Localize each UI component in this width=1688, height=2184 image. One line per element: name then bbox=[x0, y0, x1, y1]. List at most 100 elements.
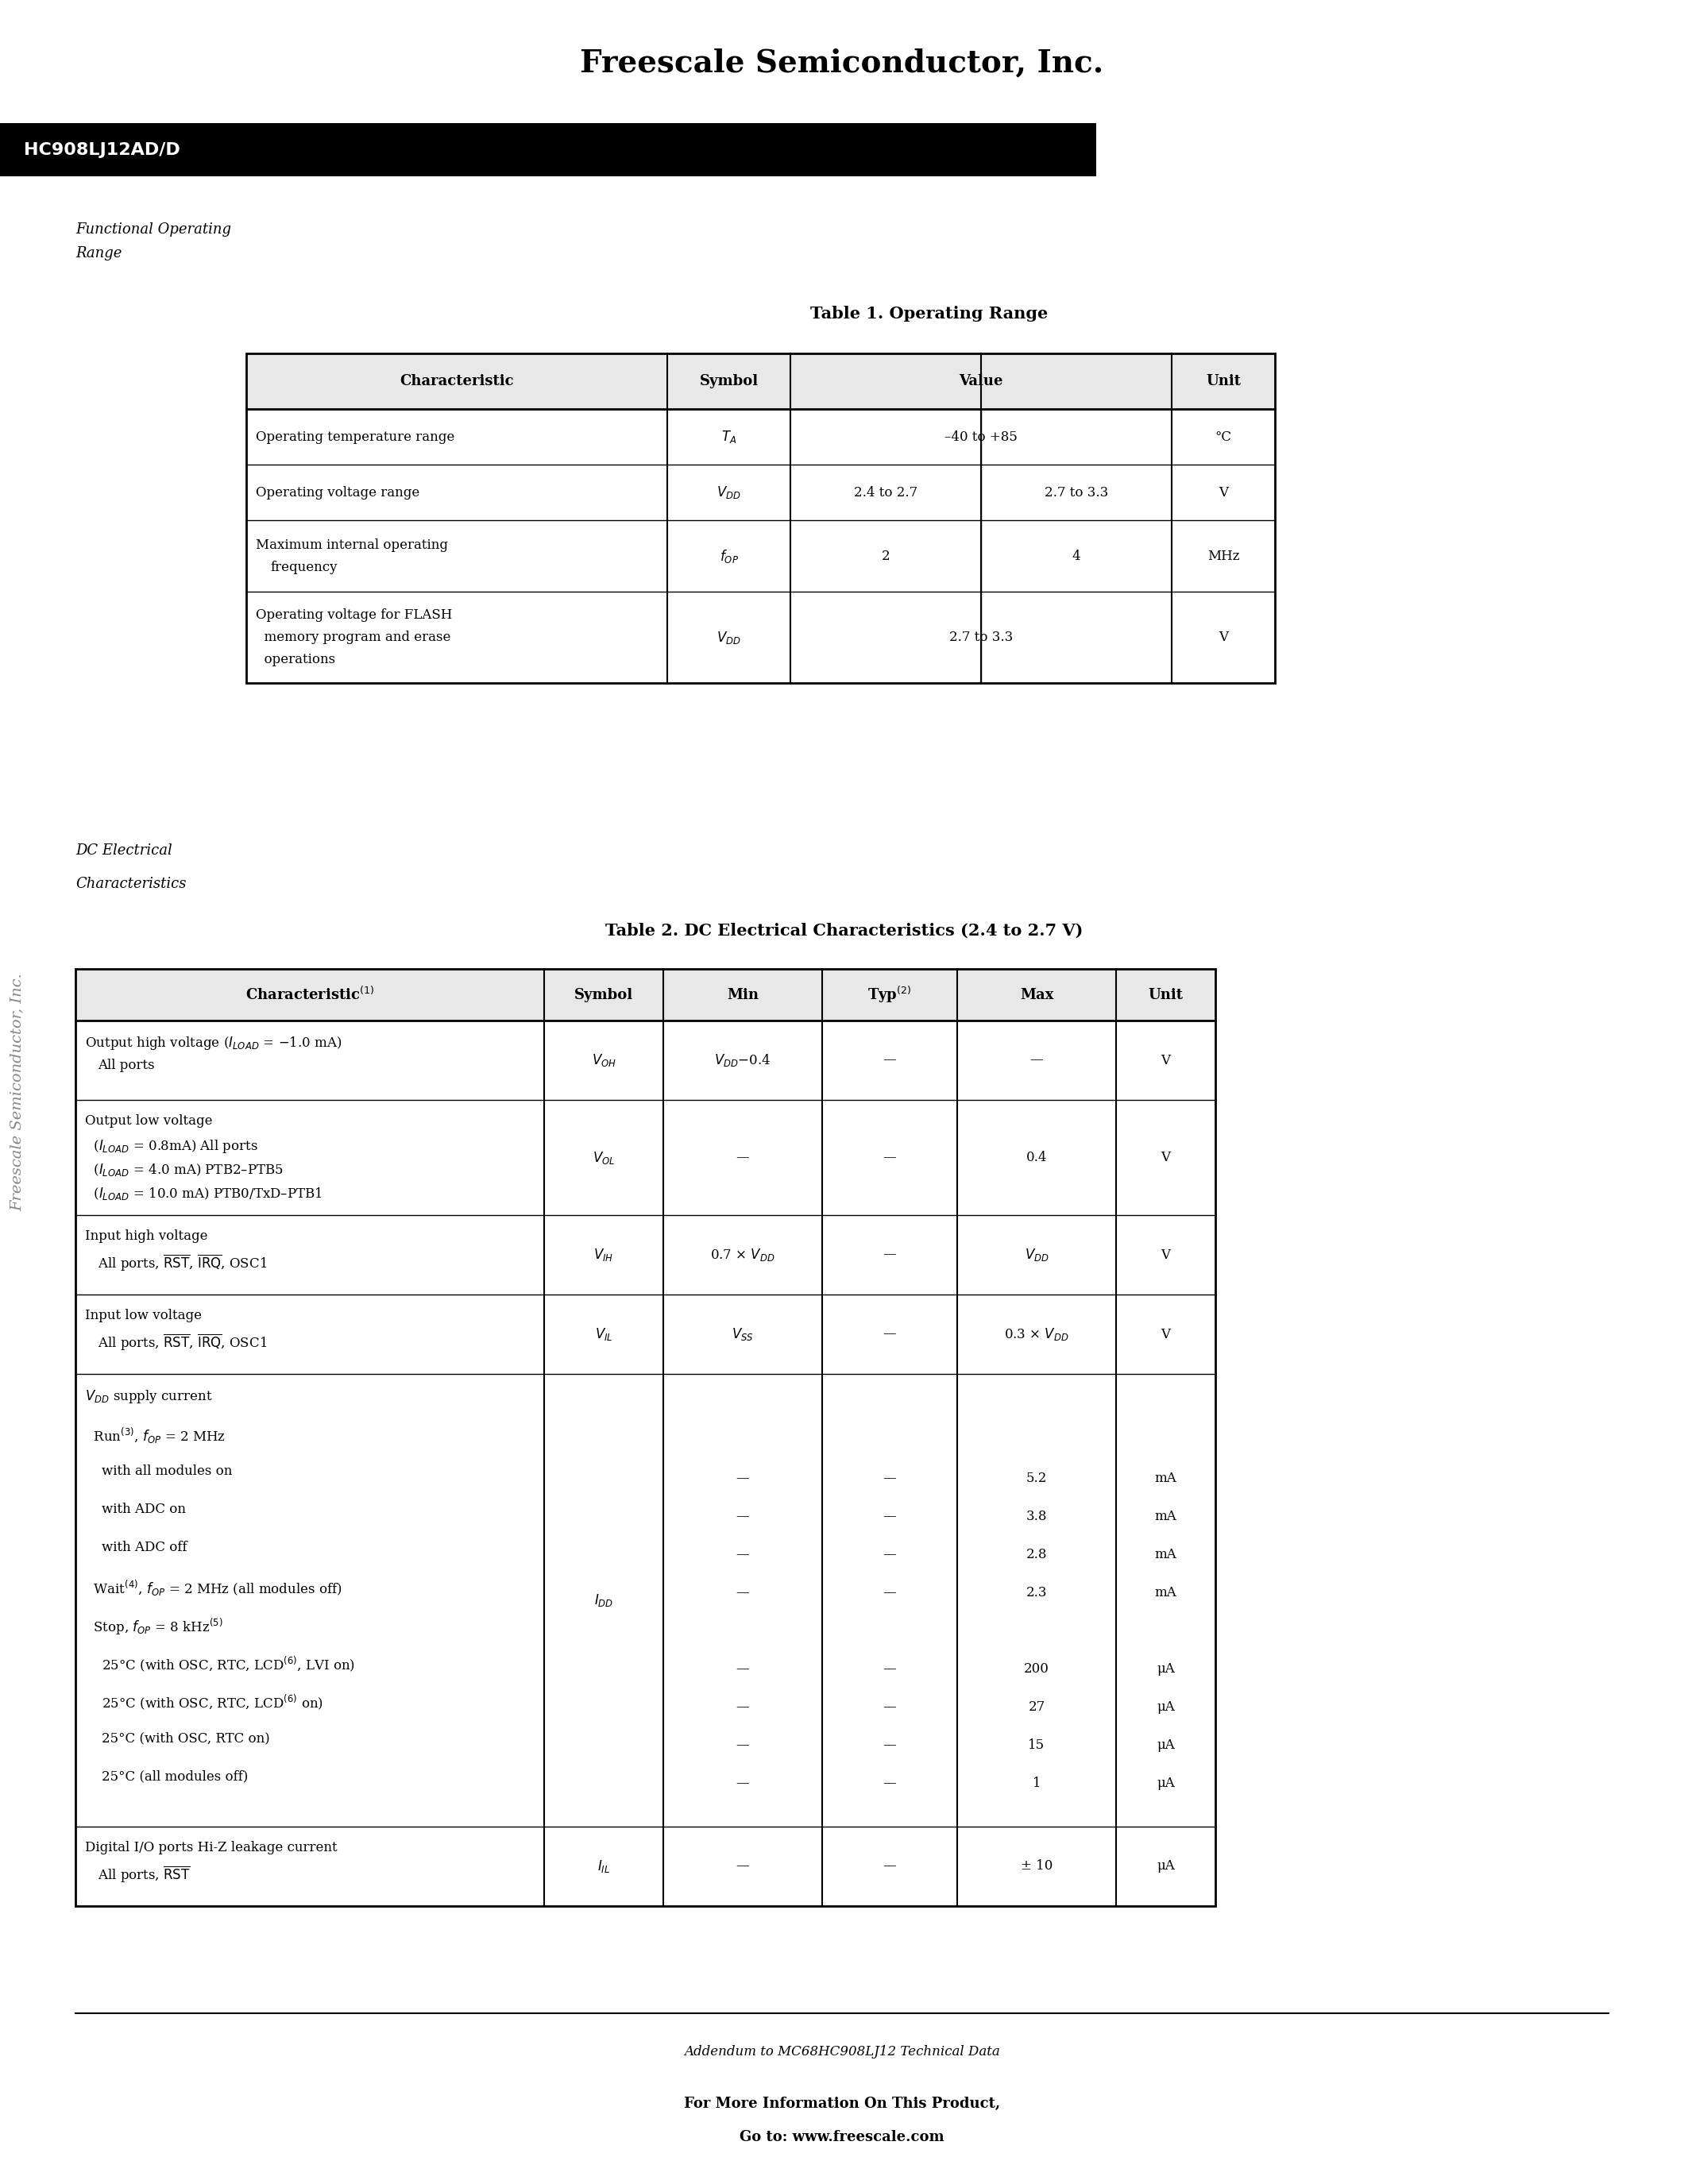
Text: —: — bbox=[883, 1859, 896, 1874]
Text: Symbol: Symbol bbox=[574, 987, 633, 1002]
Text: Typ$^{(2)}$: Typ$^{(2)}$ bbox=[868, 985, 912, 1005]
Text: —: — bbox=[883, 1701, 896, 1714]
Text: ($I_{LOAD}$ = 0.8mA) All ports: ($I_{LOAD}$ = 0.8mA) All ports bbox=[84, 1138, 258, 1155]
Text: with ADC on: with ADC on bbox=[84, 1503, 186, 1516]
Text: $V_{DD}$: $V_{DD}$ bbox=[717, 485, 741, 500]
Text: 1: 1 bbox=[1033, 1778, 1041, 1791]
Text: —: — bbox=[883, 1509, 896, 1524]
Text: 25°C (with OSC, RTC on): 25°C (with OSC, RTC on) bbox=[84, 1732, 270, 1745]
Bar bbox=[246, 354, 1274, 408]
Text: memory program and erase: memory program and erase bbox=[257, 631, 451, 644]
Text: Unit: Unit bbox=[1148, 987, 1183, 1002]
Text: —: — bbox=[736, 1509, 749, 1524]
Text: —: — bbox=[883, 1662, 896, 1675]
Text: Freescale Semiconductor, Inc.: Freescale Semiconductor, Inc. bbox=[10, 974, 25, 1212]
Text: Operating voltage range: Operating voltage range bbox=[257, 485, 420, 500]
Text: Freescale Semiconductor, Inc.: Freescale Semiconductor, Inc. bbox=[581, 48, 1104, 79]
Bar bbox=[246, 354, 1274, 684]
Text: 2.3: 2.3 bbox=[1026, 1586, 1047, 1601]
Text: Maximum internal operating: Maximum internal operating bbox=[257, 537, 447, 553]
Text: Characteristics: Characteristics bbox=[76, 876, 186, 891]
Text: ± 10: ± 10 bbox=[1021, 1859, 1053, 1874]
Text: Operating temperature range: Operating temperature range bbox=[257, 430, 454, 443]
Text: $V_{DD}$: $V_{DD}$ bbox=[1025, 1247, 1048, 1262]
Text: Run$^{(3)}$, $f_{OP}$ = 2 MHz: Run$^{(3)}$, $f_{OP}$ = 2 MHz bbox=[84, 1426, 226, 1446]
Text: μA: μA bbox=[1156, 1662, 1175, 1675]
Text: Functional Operating: Functional Operating bbox=[76, 223, 231, 236]
Text: —: — bbox=[883, 1053, 896, 1068]
Bar bbox=[76, 970, 1215, 1020]
Text: All ports, $\overline{\rm RST}$: All ports, $\overline{\rm RST}$ bbox=[98, 1865, 191, 1885]
Text: 200: 200 bbox=[1025, 1662, 1050, 1675]
Text: $I_{IL}$: $I_{IL}$ bbox=[598, 1859, 609, 1874]
Text: MHz: MHz bbox=[1207, 548, 1239, 563]
Text: $V_{OL}$: $V_{OL}$ bbox=[592, 1149, 614, 1166]
Text: Symbol: Symbol bbox=[699, 373, 758, 389]
Text: 2: 2 bbox=[881, 548, 890, 563]
Text: —: — bbox=[736, 1548, 749, 1562]
Text: Max: Max bbox=[1020, 987, 1053, 1002]
Text: μA: μA bbox=[1156, 1859, 1175, 1874]
Text: Table 1. Operating Range: Table 1. Operating Range bbox=[810, 306, 1048, 321]
Text: frequency: frequency bbox=[270, 561, 338, 574]
Text: All ports: All ports bbox=[98, 1059, 155, 1072]
Text: —: — bbox=[736, 1586, 749, 1601]
Text: All ports, $\overline{\rm RST}$, $\overline{\rm IRQ}$, OSC1: All ports, $\overline{\rm RST}$, $\overl… bbox=[98, 1332, 267, 1352]
Text: DC Electrical: DC Electrical bbox=[76, 843, 172, 858]
Bar bbox=[76, 970, 1215, 1907]
Text: $I_{DD}$: $I_{DD}$ bbox=[594, 1592, 613, 1607]
Text: mA: mA bbox=[1155, 1509, 1177, 1524]
Text: —: — bbox=[883, 1247, 896, 1262]
Text: 2.4 to 2.7: 2.4 to 2.7 bbox=[854, 485, 918, 500]
Text: —: — bbox=[883, 1472, 896, 1485]
Text: mA: mA bbox=[1155, 1472, 1177, 1485]
Text: —: — bbox=[883, 1328, 896, 1341]
Text: —: — bbox=[883, 1151, 896, 1164]
Text: —: — bbox=[736, 1738, 749, 1752]
Text: 2.8: 2.8 bbox=[1026, 1548, 1047, 1562]
Text: –40 to +85: –40 to +85 bbox=[945, 430, 1018, 443]
Text: —: — bbox=[883, 1738, 896, 1752]
Text: $f_{OP}$: $f_{OP}$ bbox=[719, 548, 738, 563]
Text: ($I_{LOAD}$ = 10.0 mA) PTB0/TxD–PTB1: ($I_{LOAD}$ = 10.0 mA) PTB0/TxD–PTB1 bbox=[84, 1186, 322, 1201]
Text: —: — bbox=[736, 1151, 749, 1164]
Text: Addendum to MC68HC908LJ12 Technical Data: Addendum to MC68HC908LJ12 Technical Data bbox=[684, 2044, 999, 2060]
Text: V: V bbox=[1161, 1053, 1170, 1068]
Text: operations: operations bbox=[257, 653, 336, 666]
Text: 15: 15 bbox=[1028, 1738, 1045, 1752]
Text: Operating voltage for FLASH: Operating voltage for FLASH bbox=[257, 609, 452, 622]
Text: $V_{IH}$: $V_{IH}$ bbox=[594, 1247, 614, 1262]
Text: Output low voltage: Output low voltage bbox=[84, 1114, 213, 1127]
Text: $V_{OH}$: $V_{OH}$ bbox=[591, 1053, 616, 1068]
Text: 25°C (with OSC, RTC, LCD$^{(6)}$ on): 25°C (with OSC, RTC, LCD$^{(6)}$ on) bbox=[84, 1693, 322, 1712]
Text: 0.4: 0.4 bbox=[1026, 1151, 1047, 1164]
Text: 5.2: 5.2 bbox=[1026, 1472, 1047, 1485]
Text: Unit: Unit bbox=[1205, 373, 1241, 389]
Text: V: V bbox=[1219, 485, 1229, 500]
Text: Min: Min bbox=[728, 987, 758, 1002]
Text: HC908LJ12AD/D: HC908LJ12AD/D bbox=[24, 142, 181, 157]
Text: 27: 27 bbox=[1028, 1701, 1045, 1714]
Text: 0.7 × $V_{DD}$: 0.7 × $V_{DD}$ bbox=[711, 1247, 775, 1262]
Text: V: V bbox=[1161, 1151, 1170, 1164]
Text: —: — bbox=[1030, 1053, 1043, 1068]
Text: 25°C (all modules off): 25°C (all modules off) bbox=[84, 1769, 248, 1782]
Text: Stop, $f_{OP}$ = 8 kHz$^{(5)}$: Stop, $f_{OP}$ = 8 kHz$^{(5)}$ bbox=[84, 1616, 223, 1638]
Text: 3.8: 3.8 bbox=[1026, 1509, 1047, 1524]
Text: Digital I/O ports Hi-Z leakage current: Digital I/O ports Hi-Z leakage current bbox=[84, 1841, 338, 1854]
Text: V: V bbox=[1161, 1328, 1170, 1341]
Text: For More Information On This Product,: For More Information On This Product, bbox=[684, 2097, 999, 2112]
Text: —: — bbox=[736, 1859, 749, 1874]
Text: $V_{DD}$: $V_{DD}$ bbox=[717, 629, 741, 644]
Text: $T_A$: $T_A$ bbox=[721, 428, 736, 446]
Text: 2.7 to 3.3: 2.7 to 3.3 bbox=[949, 631, 1013, 644]
Text: Table 2. DC Electrical Characteristics (2.4 to 2.7 V): Table 2. DC Electrical Characteristics (… bbox=[604, 924, 1084, 939]
Text: —: — bbox=[736, 1472, 749, 1485]
Text: Characteristic$^{(1)}$: Characteristic$^{(1)}$ bbox=[245, 987, 375, 1002]
Text: Output high voltage ($I_{LOAD}$ = −1.0 mA): Output high voltage ($I_{LOAD}$ = −1.0 m… bbox=[84, 1035, 343, 1051]
Text: Input high voltage: Input high voltage bbox=[84, 1230, 208, 1243]
Bar bbox=[0, 122, 1096, 177]
Text: —: — bbox=[736, 1662, 749, 1675]
Text: $V_{DD}$ supply current: $V_{DD}$ supply current bbox=[84, 1389, 213, 1404]
Text: 25°C (with OSC, RTC, LCD$^{(6)}$, LVI on): 25°C (with OSC, RTC, LCD$^{(6)}$, LVI on… bbox=[84, 1655, 354, 1673]
